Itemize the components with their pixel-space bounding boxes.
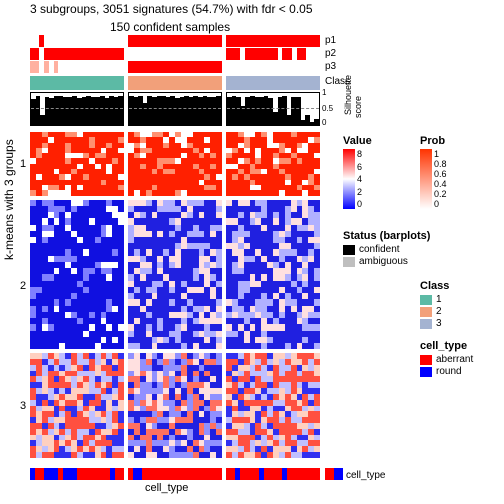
p-annotations bbox=[30, 35, 320, 91]
p1-label: p1 bbox=[325, 35, 336, 46]
main-title: 3 subgroups, 3051 signatures (54.7%) wit… bbox=[30, 2, 313, 16]
group-1-label: 1 bbox=[20, 158, 26, 170]
silh-label2: score bbox=[353, 96, 363, 118]
legend-class: Class 123 bbox=[420, 280, 449, 330]
legend-celltype: cell_type aberrantround bbox=[420, 340, 473, 378]
cell-type-side bbox=[325, 468, 343, 480]
sub-title: 150 confident samples bbox=[110, 20, 230, 34]
group-3-label: 3 bbox=[20, 400, 26, 412]
legend-prob: Prob 1 0.8 0.6 0.4 0.2 0 bbox=[420, 135, 447, 209]
silh-label: Silhouette bbox=[343, 75, 353, 115]
legend-value: Value 8 6 4 2 0 bbox=[343, 135, 372, 209]
heatmap bbox=[30, 132, 320, 462]
p2-label: p2 bbox=[325, 48, 336, 59]
p3-label: p3 bbox=[325, 61, 336, 72]
y-axis-label: k-means with 3 groups bbox=[2, 139, 16, 260]
group-2-label: 2 bbox=[20, 280, 26, 292]
cell-type-bar bbox=[30, 468, 320, 480]
cell-type-side-label: cell_type bbox=[346, 470, 385, 481]
silhouette-plot bbox=[30, 92, 320, 126]
cell-type-bottom-label: cell_type bbox=[145, 482, 188, 494]
legend-status: Status (barplots) confidentambiguous bbox=[343, 230, 430, 268]
